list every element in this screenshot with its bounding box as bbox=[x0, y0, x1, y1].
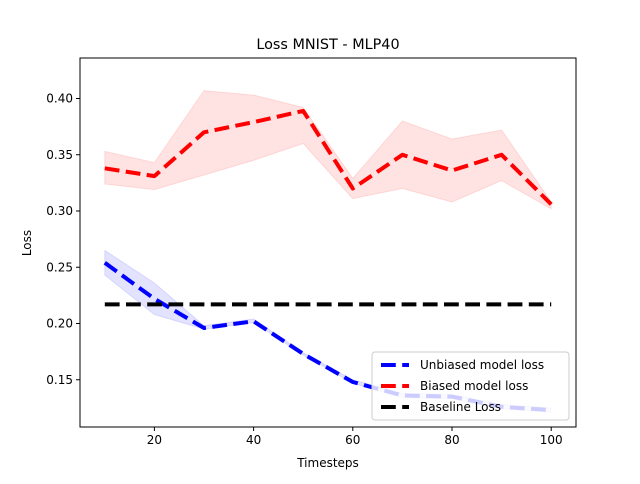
chart-title: Loss MNIST - MLP40 bbox=[256, 37, 399, 53]
x-tick-label: 60 bbox=[345, 433, 360, 447]
y-tick-label: 0.20 bbox=[46, 317, 73, 331]
y-axis-label: Loss bbox=[20, 230, 34, 256]
y-tick-label: 0.30 bbox=[46, 204, 73, 218]
legend-box bbox=[371, 351, 570, 421]
y-tick-label: 0.40 bbox=[46, 92, 73, 106]
legend-label-biased: Biased model loss bbox=[420, 379, 528, 393]
y-axis: 0.15 0.20 0.25 0.30 0.35 0.40 bbox=[46, 92, 80, 387]
y-tick-label: 0.15 bbox=[46, 373, 73, 387]
series-line-1 bbox=[104, 108, 553, 206]
x-tick-label: 100 bbox=[540, 433, 563, 447]
legend-label-unbiased: Unbiased model loss bbox=[420, 358, 544, 372]
x-tick-label: 80 bbox=[444, 433, 459, 447]
plot-area bbox=[103, 90, 553, 413]
legend-label-baseline: Baseline Loss bbox=[420, 400, 501, 414]
y-tick-label: 0.25 bbox=[46, 260, 73, 274]
y-tick-label: 0.35 bbox=[46, 148, 73, 162]
legend: Unbiased model loss Biased model loss Ba… bbox=[371, 351, 570, 421]
axes-frame bbox=[79, 57, 577, 428]
x-tick-label: 20 bbox=[147, 433, 162, 447]
x-axis-label: Timesteps bbox=[296, 456, 359, 470]
x-axis: 20 40 60 80 100 bbox=[147, 427, 563, 447]
x-tick-label: 40 bbox=[246, 433, 261, 447]
